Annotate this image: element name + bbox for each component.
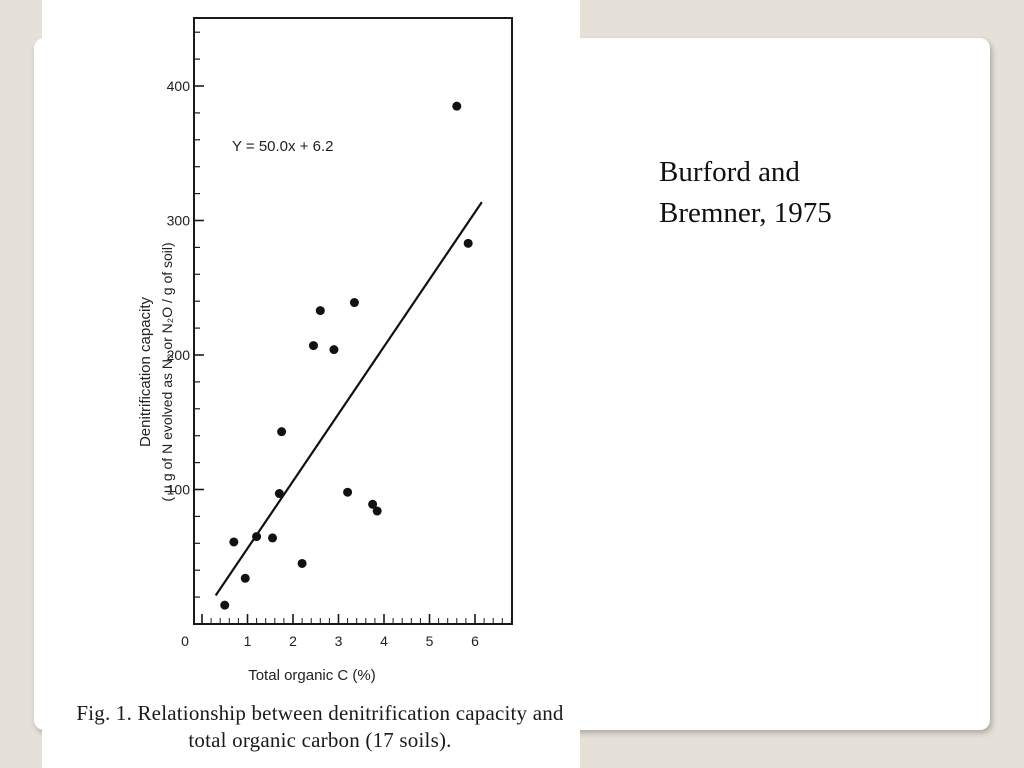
regression-equation: Y = 50.0x + 6.2 [232,138,333,155]
x-tick-label: 5 [426,633,434,649]
data-point [297,558,307,568]
data-point [349,298,359,308]
data-point [463,238,473,248]
data-point [372,506,382,516]
caption-line-2: total organic carbon (17 soils). [188,728,452,752]
data-point [220,600,230,610]
figure-caption: Fig. 1. Relationship between denitrifica… [60,700,580,754]
plot-frame [193,17,513,625]
y-axis-label-line2: ( µ g of N evolved as N₂ or N₂O / g of s… [159,242,175,501]
data-point [229,537,239,547]
caption-line-1: Fig. 1. Relationship between denitrifica… [76,701,564,725]
data-point [452,101,462,111]
x-tick-label: 4 [380,633,388,649]
axis-ticks [194,31,512,624]
x-tick-label: 6 [471,633,479,649]
figure-panel: 100 200 300 400 0 1 2 3 4 5 6 Y = 50.0x + 6.2 Tota… [42,0,580,768]
data-point [315,306,325,316]
data-point [277,427,287,437]
y-tick-label: 400 [167,78,191,94]
y-tick-label: 300 [167,213,191,229]
data-point [268,533,278,543]
citation-line-1: Burford and [659,156,800,188]
scatter-chart: 100 200 300 400 0 1 2 3 4 5 6 Y = 50.0x + 6.2 Tota… [137,17,513,684]
data-point [274,489,284,499]
data-point [308,341,318,351]
data-point [252,532,262,542]
y-tick-label: 200 [167,347,191,363]
citation-line-2: Bremner, 1975 [659,197,832,229]
y-tick-label: 100 [167,482,191,498]
x-tick-label: 1 [244,633,252,649]
y-axis-label-line1: Denitrification capacity [137,296,154,447]
citation-text: Burford and Bremner, 1975 [659,152,919,234]
data-point [343,487,353,497]
x-axis-label: Total organic C (%) [248,667,376,684]
x-tick-label: 0 [181,633,189,649]
data-point [368,499,378,509]
x-tick-label: 3 [335,633,343,649]
tick-labels: 100 200 300 400 0 1 2 3 4 5 6 [167,78,479,649]
data-points [220,101,473,610]
x-tick-label: 2 [289,633,297,649]
data-point [329,345,339,355]
regression-line [214,201,483,597]
data-point [240,573,250,583]
